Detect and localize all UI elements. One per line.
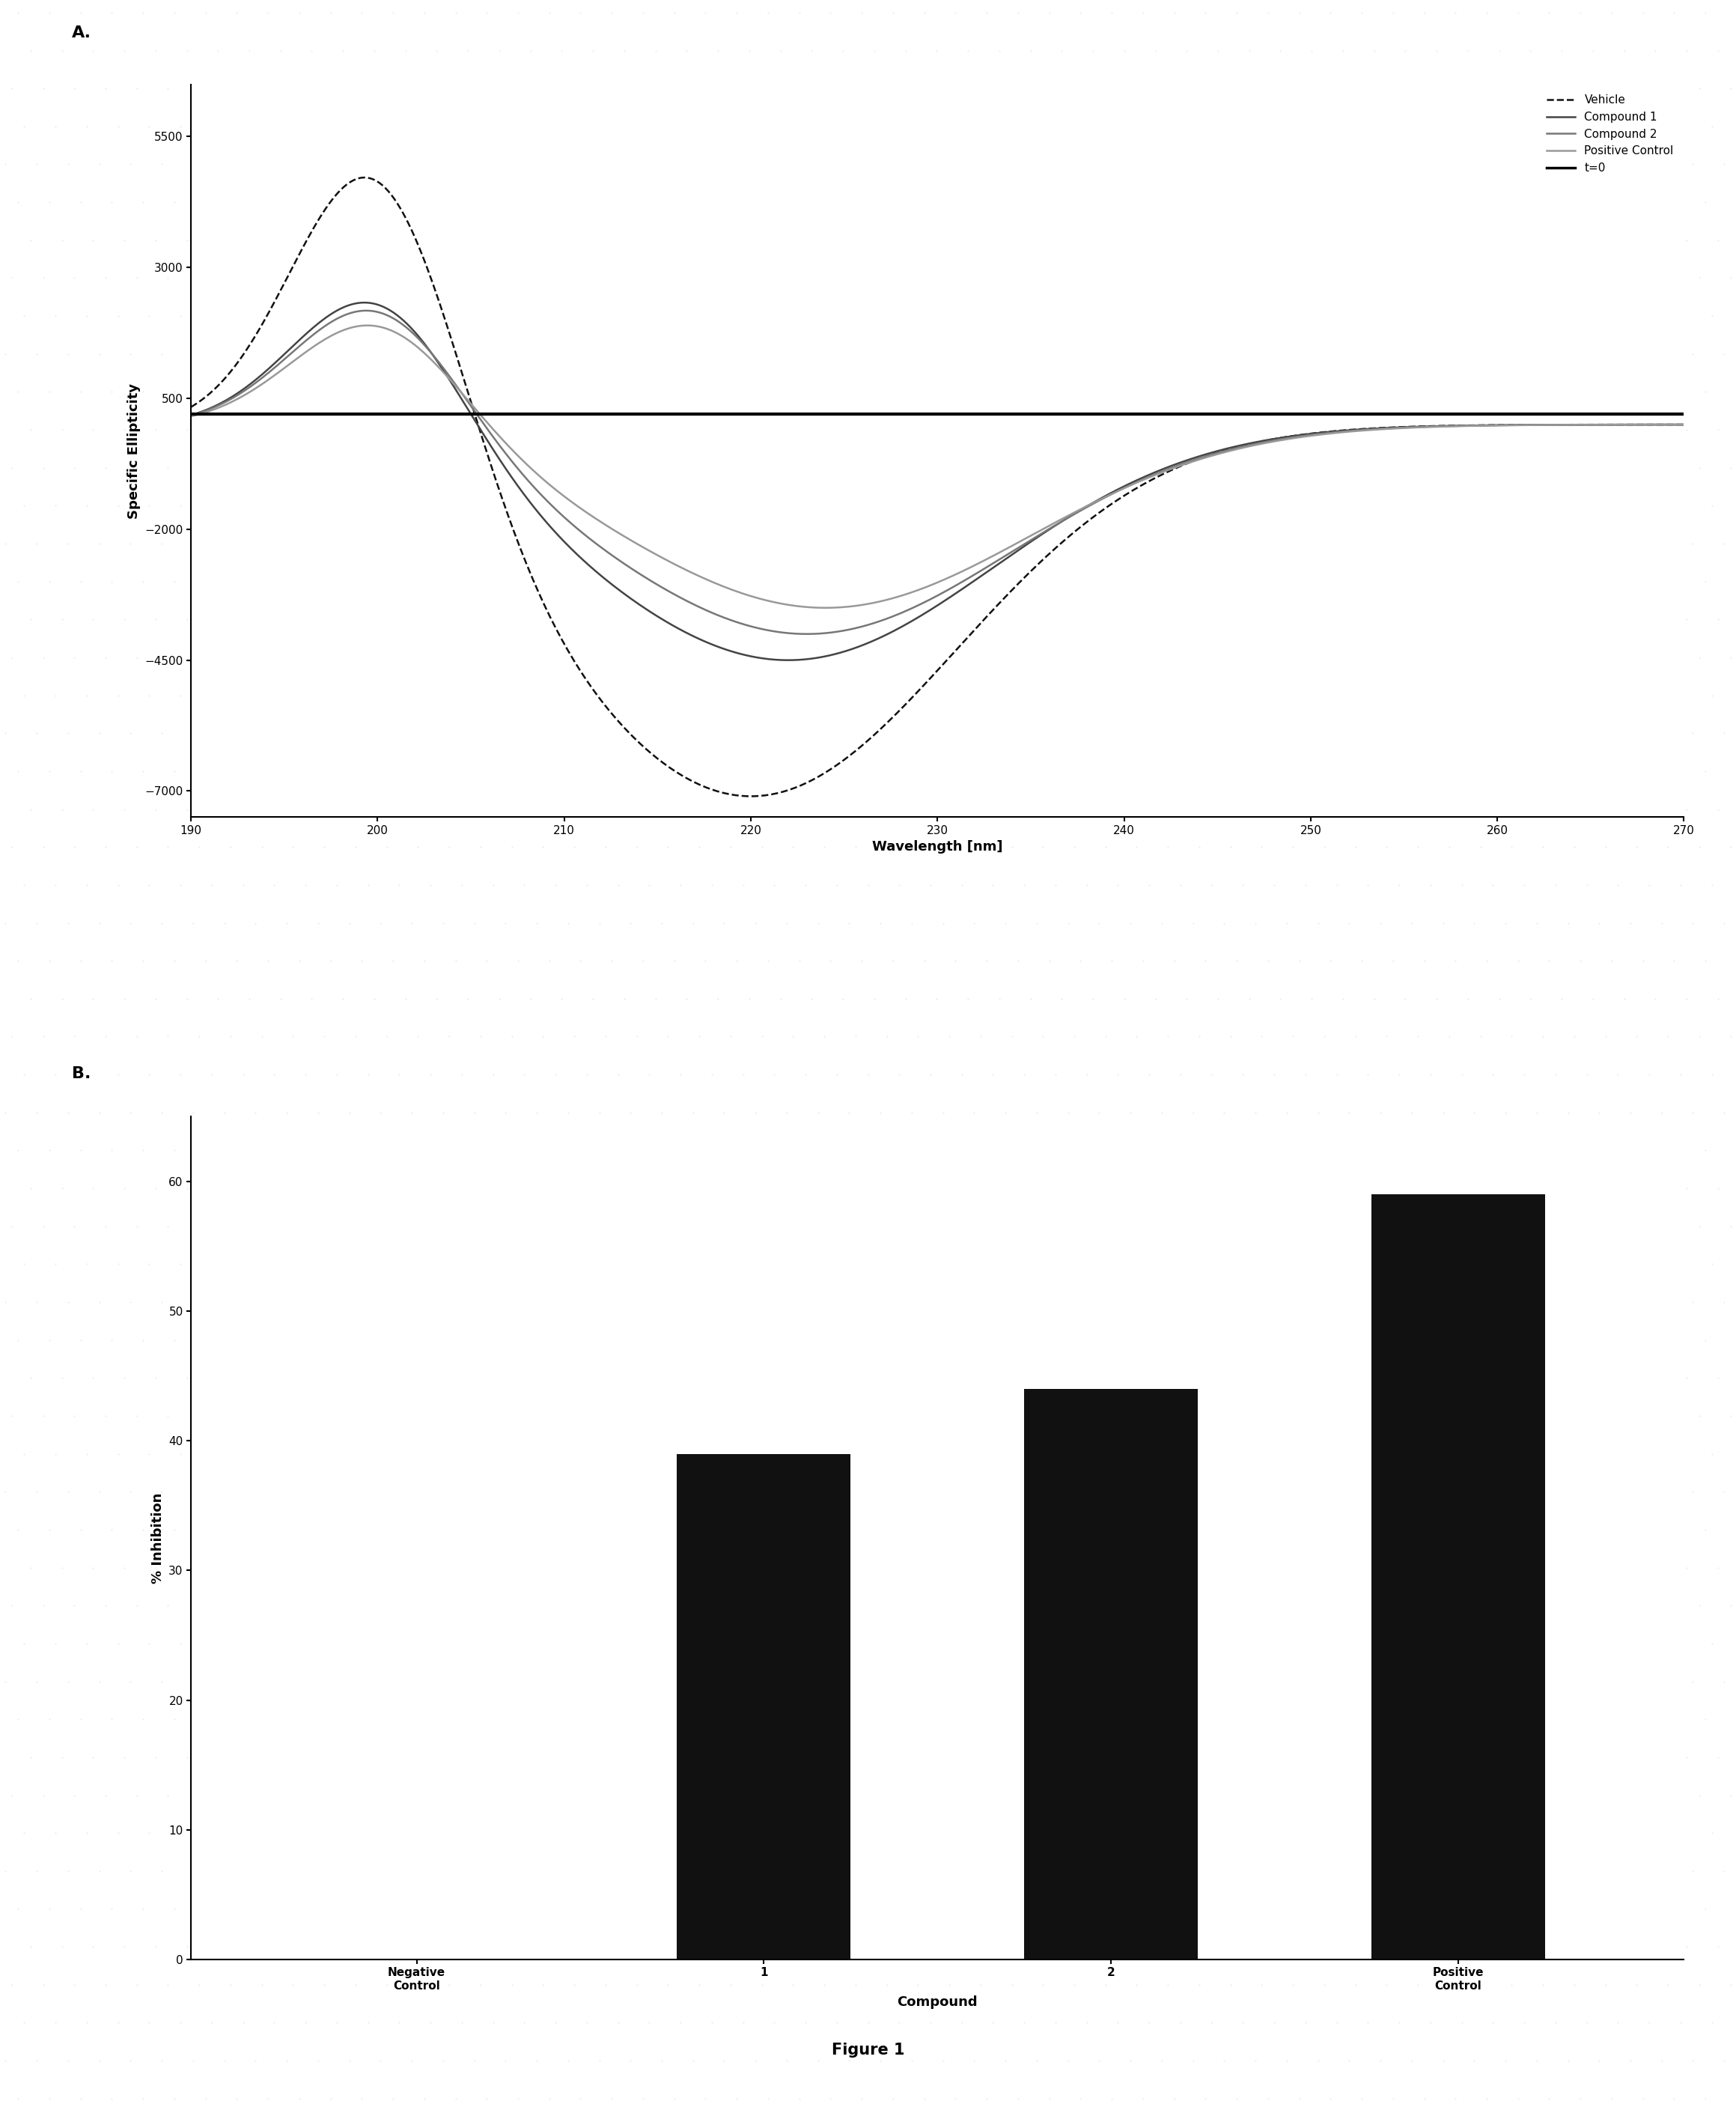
Bar [677, 1454, 851, 1960]
Legend: Vehicle, Compound 1, Compound 2, Positive Control, t=0: Vehicle, Compound 1, Compound 2, Positiv… [1542, 91, 1679, 179]
X-axis label: Compound: Compound [898, 1995, 977, 2010]
Bar [1371, 1195, 1545, 1960]
X-axis label: Wavelength [nm]: Wavelength [nm] [871, 841, 1003, 853]
Y-axis label: Specific Ellipticity: Specific Ellipticity [127, 383, 141, 518]
Text: B.: B. [71, 1066, 90, 1081]
Text: A.: A. [71, 25, 90, 40]
Y-axis label: % Inhibition: % Inhibition [151, 1492, 165, 1584]
Text: Figure 1: Figure 1 [832, 2042, 904, 2056]
Bar [1024, 1389, 1198, 1960]
